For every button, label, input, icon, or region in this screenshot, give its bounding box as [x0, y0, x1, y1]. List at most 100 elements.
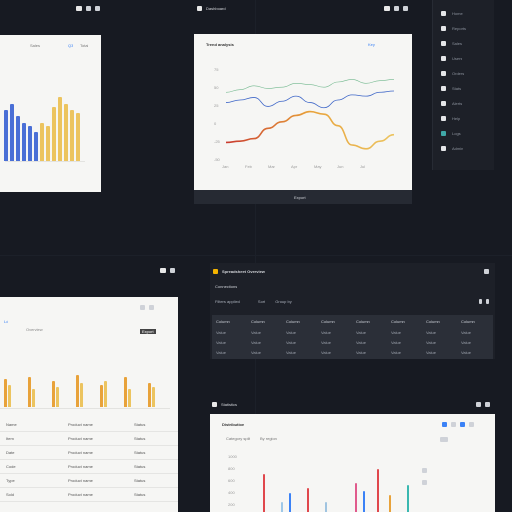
minimize-icon[interactable] — [160, 268, 166, 273]
bar — [4, 110, 8, 161]
series-line — [225, 110, 395, 150]
trash-icon[interactable] — [95, 6, 100, 11]
column-header[interactable]: Column — [216, 319, 230, 324]
footer-button[interactable]: Export — [294, 195, 306, 200]
row-divider — [0, 487, 178, 488]
column-header[interactable]: Column — [286, 319, 300, 324]
settings-icon[interactable] — [149, 305, 154, 310]
side-list: Home Reports Sales Users Orders Stats Alerts He… — [432, 0, 494, 170]
side-list-item[interactable]: Admin — [441, 146, 463, 151]
copy-icon[interactable] — [394, 6, 399, 11]
list-icon — [441, 86, 446, 91]
chart-title: Trend analysis — [206, 42, 234, 47]
window-controls — [476, 402, 490, 407]
column-header[interactable]: Column — [391, 319, 405, 324]
side-list-item[interactable]: Orders — [441, 71, 464, 76]
side-list-label: Home — [452, 11, 463, 16]
table-cell: Value — [216, 340, 226, 345]
minimize-icon[interactable] — [384, 6, 390, 11]
header-link[interactable]: Ld — [4, 319, 9, 324]
table-cell: Item — [6, 436, 14, 441]
column-header[interactable]: Column — [461, 319, 475, 324]
more-icon[interactable] — [486, 299, 489, 304]
share-icon[interactable] — [440, 437, 448, 442]
y-tick-label: 1000 — [228, 454, 237, 459]
side-list-item[interactable]: Help — [441, 116, 460, 121]
tab-overview[interactable]: Overview — [26, 327, 43, 332]
bar — [289, 492, 291, 512]
window-title: Spreadsheet Overview — [222, 269, 265, 274]
trash-icon[interactable] — [485, 402, 490, 407]
row-divider — [0, 501, 178, 502]
side-list-item[interactable]: Sales — [441, 41, 462, 46]
copy-icon[interactable] — [86, 6, 91, 11]
table-cell: Status — [134, 464, 146, 469]
export-button[interactable]: Export — [140, 329, 156, 334]
filter-icon[interactable] — [460, 422, 465, 427]
bar-chart — [255, 464, 409, 512]
row-divider — [0, 431, 178, 432]
column-header[interactable]: Column — [426, 319, 440, 324]
trash-icon[interactable] — [403, 6, 408, 11]
x-tick-label: May — [314, 164, 322, 169]
expand-icon[interactable] — [469, 422, 474, 427]
table-cell: Value — [251, 330, 261, 335]
window-title: Dashboard — [206, 6, 226, 11]
bar — [377, 468, 379, 512]
close-icon[interactable] — [484, 269, 489, 274]
y-tick-label: 400 — [228, 490, 235, 495]
app-icon — [213, 269, 218, 274]
refresh-icon[interactable] — [140, 305, 145, 310]
minimize-icon[interactable] — [76, 6, 82, 11]
panel-tag2[interactable]: Total — [80, 43, 89, 48]
row-divider — [0, 459, 178, 460]
settings-icon[interactable] — [451, 422, 456, 427]
window-controls — [76, 6, 100, 11]
table-cell: Value — [426, 350, 436, 355]
chart-subtitle-2: By region — [260, 436, 277, 441]
app-icon — [197, 6, 202, 11]
table-cell: Product name — [68, 450, 93, 455]
panel-tag[interactable]: Q3 — [68, 43, 74, 48]
table-cell: Value — [426, 340, 436, 345]
side-list-item[interactable]: Reports — [441, 26, 466, 31]
info-icon[interactable] — [442, 422, 447, 427]
bar — [124, 377, 127, 407]
sort-chip[interactable]: Sort — [257, 299, 266, 304]
section-title: Connections — [215, 284, 238, 289]
legend-label[interactable]: Key — [368, 42, 375, 47]
filter-chip[interactable]: Filters applied — [215, 299, 240, 304]
bar-chart — [0, 90, 90, 193]
distribution-panel: Distribution Category split By region 10… — [210, 414, 495, 512]
filter-icon[interactable] — [479, 299, 482, 304]
table-cell: Value — [216, 350, 226, 355]
table-cell: Value — [321, 350, 331, 355]
side-list-item[interactable]: Users — [441, 56, 462, 61]
column-header[interactable]: Column — [321, 319, 335, 324]
bar — [355, 483, 357, 512]
trash-icon[interactable] — [170, 268, 175, 273]
table-cell: Value — [461, 340, 471, 345]
copy-icon[interactable] — [476, 402, 481, 407]
group-chip[interactable]: Group by — [275, 299, 292, 304]
window-controls — [160, 268, 175, 273]
bar — [76, 375, 79, 407]
y-tick-label: 25 — [214, 103, 219, 108]
side-list-item[interactable]: Logs — [441, 131, 461, 136]
dark-data-table: Column Column Column Column Column Column Colu… — [212, 315, 493, 359]
side-list-item[interactable]: Stats — [441, 86, 461, 91]
list-icon — [441, 146, 446, 151]
bar — [32, 389, 35, 407]
divider — [255, 0, 256, 512]
bar — [100, 385, 103, 407]
side-list-label: Users — [452, 56, 463, 61]
column-header[interactable]: Column — [251, 319, 265, 324]
side-list-item[interactable]: Home — [441, 11, 463, 16]
table-cell: Status — [134, 436, 146, 441]
side-list-item[interactable]: Alerts — [441, 101, 462, 106]
bar-chart — [0, 367, 170, 407]
column-header[interactable]: Column — [356, 319, 370, 324]
table-cell: Product name — [68, 436, 93, 441]
table-cell: Value — [286, 350, 296, 355]
